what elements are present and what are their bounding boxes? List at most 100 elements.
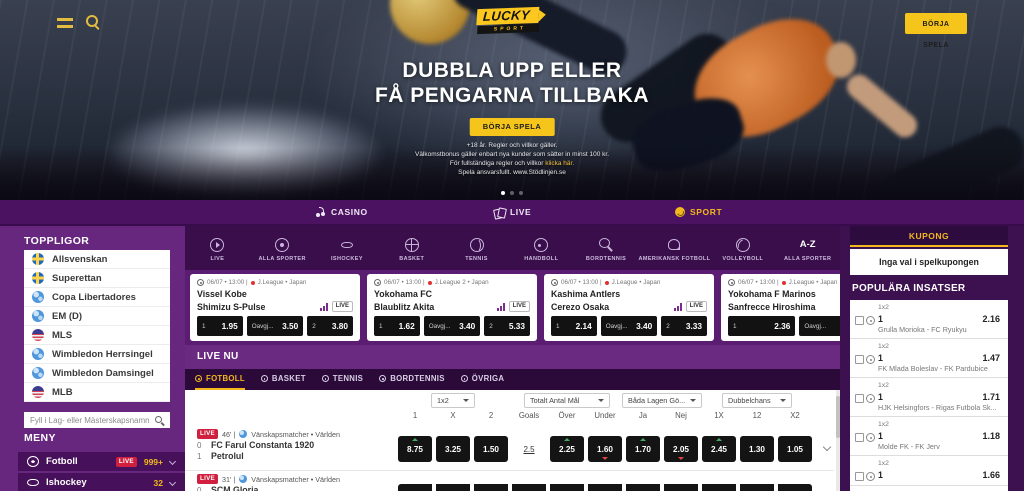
stats-icon[interactable] [673, 302, 682, 311]
odds-button[interactable]: Oavgj... 3.40 [423, 316, 481, 336]
odds-button[interactable]: 1 1.62 [374, 316, 420, 336]
carousel-dot[interactable] [519, 191, 523, 195]
odds-button[interactable]: 8.75 [398, 436, 432, 462]
sport-category-item[interactable]: VOLLEYBOLL [710, 226, 775, 270]
odds-button[interactable]: 1.50 [474, 436, 508, 462]
lucky-sport-logo[interactable]: LUCKY SPORT [476, 6, 540, 35]
league-label: Copa Libertadores [52, 291, 136, 303]
scrollbar-thumb[interactable] [836, 396, 840, 438]
league-list-item[interactable]: EM (D) [24, 307, 170, 326]
odds-button[interactable]: Oavgj... 3.50 [246, 316, 304, 336]
sport-menu-item[interactable]: Fotboll LIVE 999+ [18, 452, 185, 471]
bet-pick: 1 [878, 353, 883, 363]
league-list-item[interactable]: MLS [24, 326, 170, 345]
live-sport-tab[interactable]: BASKET [260, 369, 306, 390]
bet-checkbox[interactable] [855, 394, 864, 403]
sport-category-item[interactable]: TENNIS [444, 226, 509, 270]
carousel-dot[interactable] [501, 191, 505, 195]
terms-link[interactable]: klicka här. [545, 160, 575, 167]
carousel-dot[interactable] [510, 191, 514, 195]
odds-button[interactable]: 2.25 [550, 436, 584, 462]
odds-button[interactable]: Oavgj... 3.50 [799, 316, 840, 336]
odds-button[interactable]: 1.70 [626, 436, 660, 462]
league-list-item[interactable]: Wimbledon Herrsingel [24, 345, 170, 364]
nav-tab-sport[interactable]: SPORT [675, 200, 722, 224]
market-filter-select[interactable]: Dubbelchans [722, 393, 792, 408]
sport-menu-item[interactable]: Ishockey 32 [18, 473, 185, 491]
away-team: Cerezo Osaka [551, 301, 610, 312]
odds-button[interactable]: 3.25 [436, 436, 470, 462]
league-list-item[interactable]: Wimbledon Damsingel [24, 364, 170, 383]
search-submit-icon[interactable] [155, 415, 164, 425]
bet-checkbox[interactable] [855, 355, 864, 364]
chevron-down-icon[interactable] [168, 478, 177, 487]
league-list-item[interactable]: Allsvenskan [24, 250, 170, 269]
league-label: Allsvenskan [52, 253, 108, 265]
bet-pick: 1 [878, 392, 883, 402]
live-sport-tab[interactable]: FOTBOLL [195, 369, 245, 390]
bet-checkbox[interactable] [855, 472, 864, 481]
bet-odds: 2.16 [982, 314, 1000, 324]
sport-category-item[interactable]: AMERIKANSK FOTBOLL [638, 226, 710, 270]
hamburger-menu-icon[interactable] [57, 18, 73, 28]
odds-button[interactable]: 2.05 [664, 436, 698, 462]
chevron-down-icon[interactable] [168, 457, 177, 466]
sport-category-item[interactable]: ALLA SPORTER [250, 226, 315, 270]
away-score: 1 [197, 451, 202, 461]
league-list-item[interactable]: MLB [24, 383, 170, 402]
sport-category-item[interactable]: HANDBOLL [509, 226, 574, 270]
live-sport-tab[interactable]: ÖVRIGA [460, 369, 505, 390]
sport-category-item[interactable]: BASKET [379, 226, 444, 270]
nav-tab-casino[interactable]: CASINO [316, 200, 368, 224]
card-odds-row: 1 2.36 Oavgj... 3.50 [728, 316, 840, 336]
team-search-input[interactable] [30, 415, 155, 425]
live-sport-tab[interactable]: TENNIS [321, 369, 363, 390]
popular-bet-item[interactable]: 1x2 1 1.47 FK Mlada Boleslav - FK Pardub… [850, 339, 1008, 378]
odds-button[interactable]: 1 1.95 [197, 316, 243, 336]
popular-bet-item[interactable]: 1x2 1 2.16 Grulla Morioka - FC Ryukyu [850, 300, 1008, 339]
match-card[interactable]: 06/07 • 13:00 | J.League 2 • Japan Yokoh… [367, 274, 537, 341]
odds-button[interactable]: 2.45 [702, 436, 736, 462]
expand-row-chevron-icon[interactable] [822, 442, 832, 452]
odds-button[interactable]: 1.05 [778, 436, 812, 462]
popular-bet-item[interactable]: 1x2 1 1.71 HJK Helsingfors - Rigas Futbo… [850, 378, 1008, 417]
bet-pick: 1 [878, 431, 883, 441]
row-league: Vänskapsmatcher • Världen [251, 474, 340, 484]
match-card[interactable]: 06/07 • 13:00 | J.League • Japan Kashima… [544, 274, 714, 341]
odds-button[interactable]: 2 5.33 [484, 316, 530, 336]
nav-tab-live[interactable]: LIVE [494, 200, 531, 224]
odds-button[interactable]: 1 2.14 [551, 316, 597, 336]
live-sport-tab[interactable]: BORDTENNIS [379, 369, 445, 390]
league-list-item[interactable]: Copa Libertadores [24, 288, 170, 307]
stats-icon[interactable] [496, 302, 505, 311]
popular-bet-item[interactable]: 1x2 1 1.18 Molde FK - FK Jerv [850, 417, 1008, 456]
odds-button[interactable]: 1.30 [740, 436, 774, 462]
odds-button[interactable]: Oavgj... 3.40 [600, 316, 658, 336]
odds-button[interactable]: 2 3.80 [307, 316, 353, 336]
sport-category-item[interactable]: A-Z ALLA SPORTER [775, 226, 840, 270]
league-list-item[interactable]: Superettan [24, 269, 170, 288]
top-right-cta-button[interactable]: BÖRJA SPELA [905, 13, 967, 49]
match-card[interactable]: 06/07 • 13:00 | J.League • Japan Yokoham… [721, 274, 840, 341]
bet-checkbox[interactable] [855, 316, 864, 325]
odds-button[interactable]: 1 2.36 [728, 316, 796, 336]
stats-icon[interactable] [319, 302, 328, 311]
sport-category-item[interactable]: BORDTENNIS [574, 226, 639, 270]
match-card[interactable]: 06/07 • 13:00 | J.League • Japan Vissel … [190, 274, 360, 341]
table-scrollbar[interactable] [836, 390, 840, 491]
search-icon[interactable] [86, 15, 100, 29]
market-filter-select[interactable]: Båda Lagen Gö... [622, 393, 702, 408]
market-filter-select[interactable]: 1x2 [431, 393, 475, 408]
live-match-row[interactable]: LIVE 46' | Vänskapsmatcher • Världen 0 F… [185, 426, 834, 468]
sport-category-item[interactable]: ISHOCKEY [315, 226, 380, 270]
gold-ball [390, 0, 470, 44]
sport-category-label: LIVE [210, 255, 225, 262]
hero-cta-button[interactable]: BÖRJA SPELA [469, 118, 555, 136]
sport-category-item[interactable]: LIVE [185, 226, 250, 270]
bet-checkbox[interactable] [855, 433, 864, 442]
market-filter-select[interactable]: Totalt Antal Mål [524, 393, 610, 408]
live-match-row[interactable]: LIVE 31' | Vänskapsmatcher • Världen 0 S… [185, 470, 834, 491]
odds-button[interactable]: 1.60 [588, 436, 622, 462]
odds-button[interactable]: 2 3.33 [661, 316, 707, 336]
popular-bet-item[interactable]: 1x2 1 1.66 [850, 456, 1008, 486]
